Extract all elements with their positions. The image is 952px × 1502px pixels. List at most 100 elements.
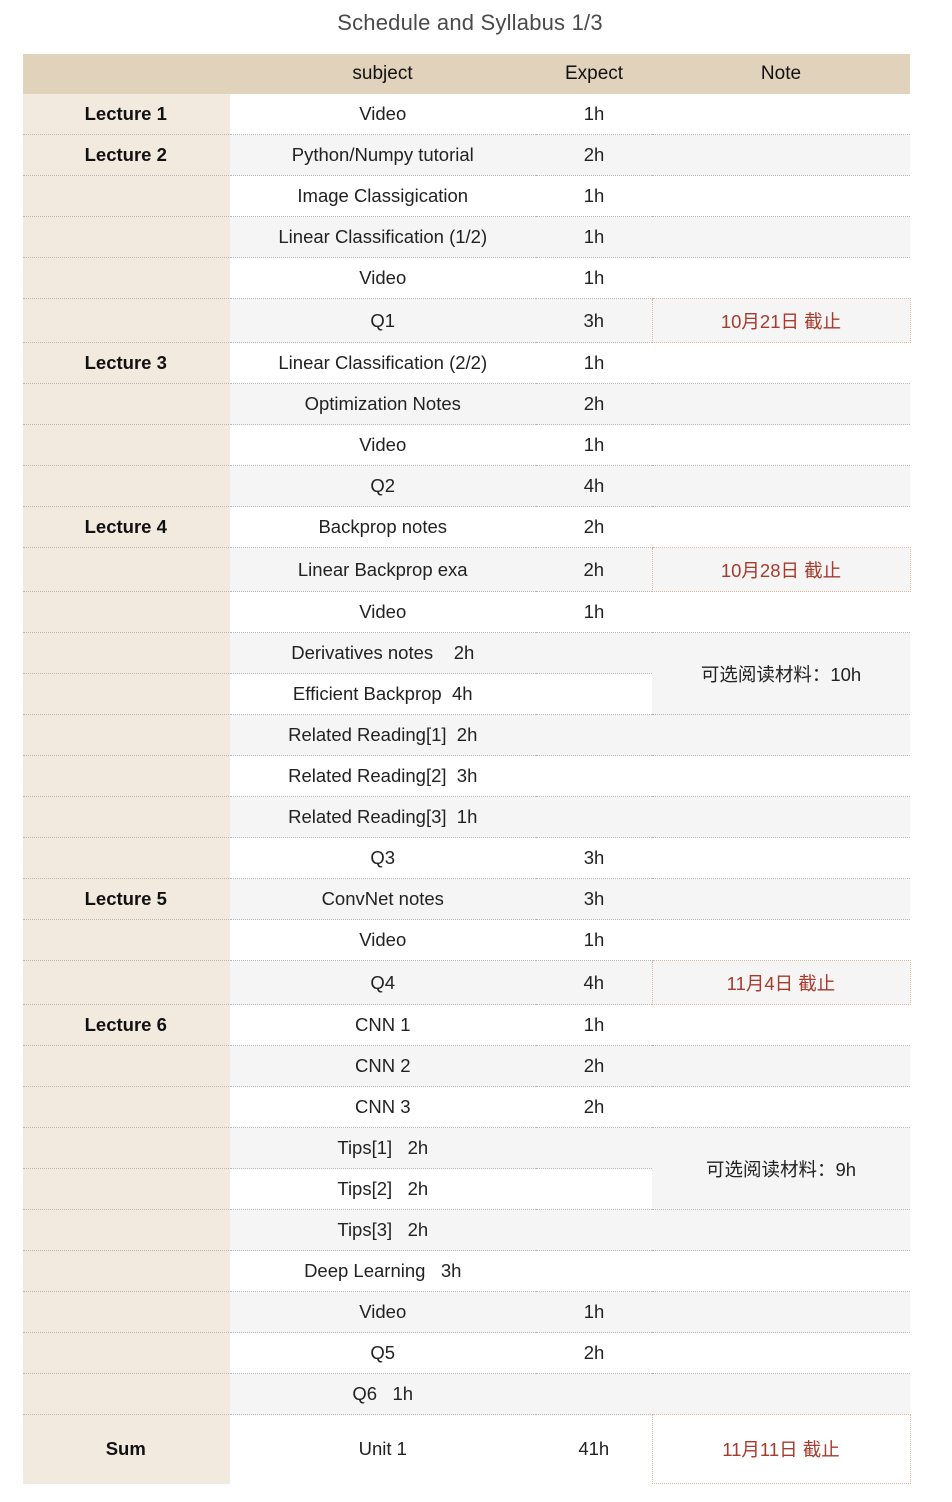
note-cell xyxy=(652,94,910,135)
note-cell xyxy=(652,1209,910,1251)
table-row: Video 1h xyxy=(23,591,910,633)
expect-cell: 1h xyxy=(536,591,652,633)
note-cell xyxy=(652,424,910,466)
lecture-cell xyxy=(23,1332,230,1374)
subject-cell: Efficient Backprop 4h xyxy=(229,673,536,715)
lecture-cell xyxy=(23,632,230,674)
table-row: Video 1h xyxy=(23,919,910,961)
lecture-cell xyxy=(23,837,230,879)
note-cell xyxy=(652,383,910,425)
subject-cell: Q1 xyxy=(229,298,536,343)
subject-cell: Video xyxy=(229,1291,536,1333)
expect-cell: 1h xyxy=(536,94,652,135)
deadline-note: 10月21日 截止 xyxy=(651,298,911,343)
subject-cell: Related Reading[1] 2h xyxy=(229,714,536,756)
subject-cell: Video xyxy=(229,919,536,961)
lecture-cell xyxy=(23,1168,230,1210)
note-cell xyxy=(652,134,910,176)
note-cell xyxy=(652,216,910,258)
subject-cell: Q5 xyxy=(229,1332,536,1374)
table-row: Lecture 1 Video 1h xyxy=(23,94,910,135)
expect-cell: 2h xyxy=(536,1086,652,1128)
expect-cell: 1h xyxy=(536,257,652,299)
note-cell xyxy=(652,796,910,838)
table-row: Lecture 4 Backprop notes 2h xyxy=(23,506,910,548)
subject-cell: CNN 3 xyxy=(229,1086,536,1128)
deadline-note: 11月11日 截止 xyxy=(651,1414,911,1484)
subject-cell: Derivatives notes 2h xyxy=(229,632,536,674)
note-cell xyxy=(652,1004,910,1046)
lecture-cell xyxy=(23,1291,230,1333)
table-row: Related Reading[1] 2h xyxy=(23,714,910,756)
lecture-cell xyxy=(23,1209,230,1251)
expect-cell xyxy=(536,1127,652,1169)
lecture-cell xyxy=(23,216,230,258)
subject-cell: Linear Classification (2/2) xyxy=(229,342,536,384)
deadline-note: 10月28日 截止 xyxy=(651,547,911,592)
table-row: Tips[3] 2h xyxy=(23,1209,910,1251)
table-row: Video 1h xyxy=(23,1291,910,1333)
note-cell xyxy=(652,175,910,217)
table-row: Derivatives notes 2h 可选阅读材料：10h xyxy=(23,632,910,715)
note-cell xyxy=(652,465,910,507)
table-row: Q2 4h xyxy=(23,465,910,507)
subject-cell: Video xyxy=(229,591,536,633)
expect-cell: 1h xyxy=(536,1291,652,1333)
subject-cell: Deep Learning 3h xyxy=(229,1250,536,1292)
table-row: Q6 1h xyxy=(23,1373,910,1415)
lecture-cell xyxy=(23,591,230,633)
expect-cell xyxy=(536,755,652,797)
lecture-cell: Lecture 3 xyxy=(23,342,230,384)
lecture-cell: Lecture 1 xyxy=(23,94,230,135)
lecture-cell xyxy=(23,298,230,343)
lecture-cell xyxy=(23,960,230,1005)
table-row: Tips[2] 2h xyxy=(23,1168,910,1210)
table-row: Related Reading[3] 1h xyxy=(23,796,910,838)
expect-cell: 3h xyxy=(536,878,652,920)
table-row: Image Classigication 1h xyxy=(23,175,910,217)
table-row: CNN 3 2h xyxy=(23,1086,910,1128)
note-cell xyxy=(652,591,910,633)
header-expect: Expect xyxy=(536,54,652,94)
table-row: Deep Learning 3h xyxy=(23,1250,910,1292)
expect-cell: 2h xyxy=(536,1332,652,1374)
deadline-note: 11月4日 截止 xyxy=(651,960,911,1005)
subject-cell: Q4 xyxy=(229,960,536,1005)
table-row: Lecture 5 ConvNet notes 3h xyxy=(23,878,910,920)
subject-cell: ConvNet notes xyxy=(229,878,536,920)
subject-cell: Q2 xyxy=(229,465,536,507)
lecture-cell xyxy=(23,1086,230,1128)
note-cell xyxy=(652,919,910,961)
schedule-table: subject Expect Note Lecture 1 Video 1h L… xyxy=(23,54,911,1484)
table-row: Lecture 2 Python/Numpy tutorial 2h xyxy=(23,134,910,176)
subject-cell: Video xyxy=(229,257,536,299)
note-cell xyxy=(652,257,910,299)
note-cell xyxy=(652,1332,910,1374)
expect-cell: 1h xyxy=(536,342,652,384)
expect-cell: 1h xyxy=(536,1004,652,1046)
sum-row: Sum Unit 1 41h 11月11日 截止 xyxy=(23,1414,911,1484)
note-cell xyxy=(652,837,910,879)
lecture-cell: Lecture 5 xyxy=(23,878,230,920)
lecture-cell: Lecture 6 xyxy=(23,1004,230,1046)
table-row: Efficient Backprop 4h xyxy=(23,673,910,715)
subject-cell: Related Reading[2] 3h xyxy=(229,755,536,797)
expect-cell: 1h xyxy=(536,216,652,258)
expect-cell xyxy=(536,714,652,756)
table-row: CNN 2 2h xyxy=(23,1045,910,1087)
subject-cell: Image Classigication xyxy=(229,175,536,217)
expect-cell: 2h xyxy=(536,506,652,548)
lecture-cell xyxy=(23,175,230,217)
table-row: Q4 4h 11月4日 截止 xyxy=(23,960,911,1005)
optional-reading-note: 可选阅读材料：9h xyxy=(652,1127,910,1210)
subject-cell: Python/Numpy tutorial xyxy=(229,134,536,176)
expect-cell: 1h xyxy=(536,919,652,961)
note-cell xyxy=(652,755,910,797)
expect-cell: 41h xyxy=(536,1414,652,1484)
subject-cell: Backprop notes xyxy=(229,506,536,548)
lecture-cell: Lecture 2 xyxy=(23,134,230,176)
table-row: Video 1h xyxy=(23,257,910,299)
lecture-cell xyxy=(23,1045,230,1087)
expect-cell xyxy=(536,1373,652,1415)
header-row: subject Expect Note xyxy=(23,54,910,94)
